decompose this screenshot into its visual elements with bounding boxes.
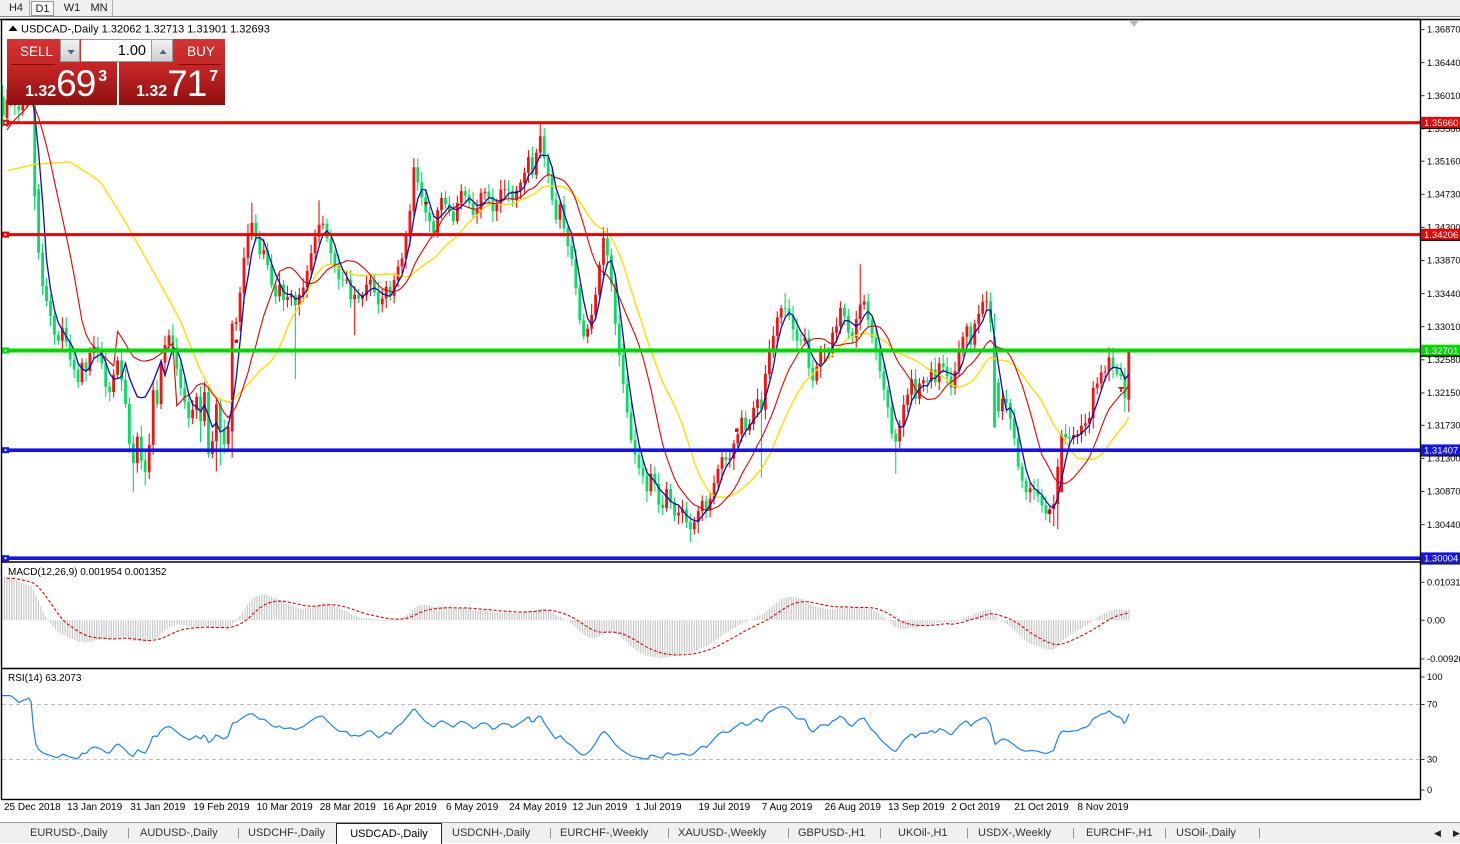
svg-text:1.30440: 1.30440 [1427, 520, 1460, 530]
svg-text:RSI(14) 63.2073: RSI(14) 63.2073 [8, 673, 82, 684]
svg-text:0.010311: 0.010311 [1427, 578, 1460, 588]
svg-text:-0.009203: -0.009203 [1427, 654, 1460, 664]
svg-text:26 Aug 2019: 26 Aug 2019 [825, 802, 882, 813]
svg-text:12 Jun 2019: 12 Jun 2019 [572, 802, 627, 813]
svg-text:1.30004: 1.30004 [1424, 554, 1458, 565]
svg-text:100: 100 [1427, 672, 1443, 682]
svg-text:1.36440: 1.36440 [1427, 58, 1460, 68]
svg-text:1.36010: 1.36010 [1427, 91, 1460, 101]
svg-text:31 Jan 2019: 31 Jan 2019 [130, 802, 185, 813]
svg-text:7 Aug 2019: 7 Aug 2019 [762, 802, 813, 813]
svg-text:13 Jan 2019: 13 Jan 2019 [67, 802, 122, 813]
svg-text:19 Jul 2019: 19 Jul 2019 [699, 802, 751, 813]
svg-text:1.35160: 1.35160 [1427, 156, 1460, 166]
svg-text:1.33440: 1.33440 [1427, 289, 1460, 299]
svg-text:MACD(12,26,9) 0.001954 0.00135: MACD(12,26,9) 0.001954 0.001352 [8, 567, 167, 578]
svg-text:1.34730: 1.34730 [1427, 190, 1460, 200]
svg-text:USDCAD-,Daily 1.32062 1.32713: USDCAD-,Daily 1.32062 1.32713 1.31901 1.… [21, 24, 270, 36]
svg-text:13 Sep 2019: 13 Sep 2019 [888, 802, 945, 813]
svg-text:10 Mar 2019: 10 Mar 2019 [257, 802, 314, 813]
svg-text:1.31407: 1.31407 [1424, 446, 1458, 457]
svg-text:1.32701: 1.32701 [1424, 346, 1458, 357]
svg-text:1.31300: 1.31300 [1427, 454, 1460, 464]
svg-text:1.32150: 1.32150 [1427, 388, 1460, 398]
svg-text:1.33010: 1.33010 [1427, 322, 1460, 332]
svg-text:1.34206: 1.34206 [1424, 230, 1458, 241]
svg-text:16 Apr 2019: 16 Apr 2019 [383, 802, 437, 813]
svg-text:0: 0 [1427, 785, 1432, 795]
svg-text:1.30870: 1.30870 [1427, 487, 1460, 497]
svg-text:2 Oct 2019: 2 Oct 2019 [951, 802, 1000, 813]
svg-text:6 May 2019: 6 May 2019 [446, 802, 499, 813]
svg-text:1 Jul 2019: 1 Jul 2019 [635, 802, 682, 813]
svg-text:1.34300: 1.34300 [1427, 223, 1460, 233]
svg-text:0.00: 0.00 [1427, 616, 1445, 626]
svg-text:1.36870: 1.36870 [1427, 25, 1460, 35]
svg-text:21 Oct 2019: 21 Oct 2019 [1014, 802, 1069, 813]
svg-text:1.33870: 1.33870 [1427, 256, 1460, 266]
svg-text:8 Nov 2019: 8 Nov 2019 [1077, 802, 1129, 813]
svg-text:28 Mar 2019: 28 Mar 2019 [320, 802, 377, 813]
svg-text:24 May 2019: 24 May 2019 [509, 802, 567, 813]
svg-text:1.31730: 1.31730 [1427, 421, 1460, 431]
svg-text:70: 70 [1427, 700, 1437, 710]
svg-text:25 Dec 2018: 25 Dec 2018 [4, 802, 61, 813]
svg-text:19 Feb 2019: 19 Feb 2019 [193, 802, 250, 813]
svg-text:30: 30 [1427, 755, 1437, 765]
svg-text:1.35660: 1.35660 [1424, 118, 1458, 129]
svg-text:1.32580: 1.32580 [1427, 355, 1460, 365]
